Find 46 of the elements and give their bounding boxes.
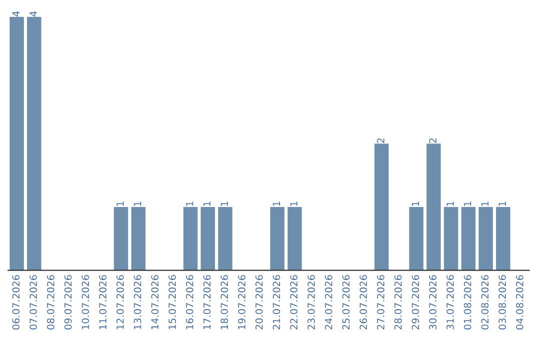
x-tick-label: 22.07.2026: [290, 275, 298, 330]
data-label: 1: [481, 202, 488, 206]
x-tick-label: 04.08.2026: [516, 275, 524, 330]
data-label: 1: [464, 202, 472, 206]
data-label: 2: [429, 138, 436, 143]
x-tick-label: 25.07.2026: [342, 275, 350, 330]
data-label: 1: [412, 202, 419, 206]
x-tick-label: 01.08.2026: [464, 275, 472, 330]
data-label: 2: [377, 138, 384, 143]
x-tick-label: 31.07.2026: [446, 275, 454, 330]
x-tick-label: 23.07.2026: [308, 275, 315, 330]
x-tick-label: 27.07.2026: [377, 275, 384, 330]
data-label: 4: [12, 11, 20, 16]
data-label: 1: [446, 202, 454, 206]
x-tick-label: 12.07.2026: [116, 275, 124, 330]
data-label: 1: [186, 202, 194, 206]
x-tick-label: 18.07.2026: [220, 275, 228, 330]
x-tick-label: 13.07.2026: [134, 275, 142, 330]
x-tick-label: 26.07.2026: [360, 275, 368, 330]
x-tick-label: 09.07.2026: [64, 275, 72, 330]
data-label: 1: [290, 202, 298, 206]
x-tick-label: 14.07.2026: [151, 275, 159, 330]
x-tick-label: 16.07.2026: [186, 275, 194, 330]
x-tick-label: 15.07.2026: [168, 275, 176, 330]
data-label: 1: [220, 202, 228, 206]
x-tick-label: 28.07.2026: [394, 275, 402, 330]
x-tick-label: 24.07.2026: [324, 275, 332, 330]
x-tick-label: 20.07.2026: [255, 275, 263, 330]
x-tick-label: 06.07.2026: [12, 275, 20, 330]
data-label: 4: [30, 11, 37, 16]
x-tick-label: 08.07.2026: [46, 275, 54, 330]
data-label: 1: [203, 202, 211, 206]
data-label: 1: [116, 202, 124, 206]
x-tick-label: 10.07.2026: [82, 275, 90, 330]
x-tick-label: 07.07.2026: [30, 275, 37, 330]
data-label: 1: [498, 202, 506, 206]
x-tick-label: 19.07.2026: [238, 275, 246, 330]
x-tick-label: 30.07.2026: [429, 275, 436, 330]
x-tick-label: 02.08.2026: [481, 275, 489, 330]
x-tick-label: 11.07.2026: [99, 275, 106, 330]
x-tick-label: 03.08.2026: [498, 275, 506, 330]
x-tick-label: 21.07.2026: [272, 275, 280, 330]
x-tick-label: 29.07.2026: [412, 275, 420, 330]
x-tick-label: 17.07.2026: [203, 275, 211, 330]
data-label: 1: [134, 202, 142, 206]
data-label: 1: [272, 202, 280, 206]
